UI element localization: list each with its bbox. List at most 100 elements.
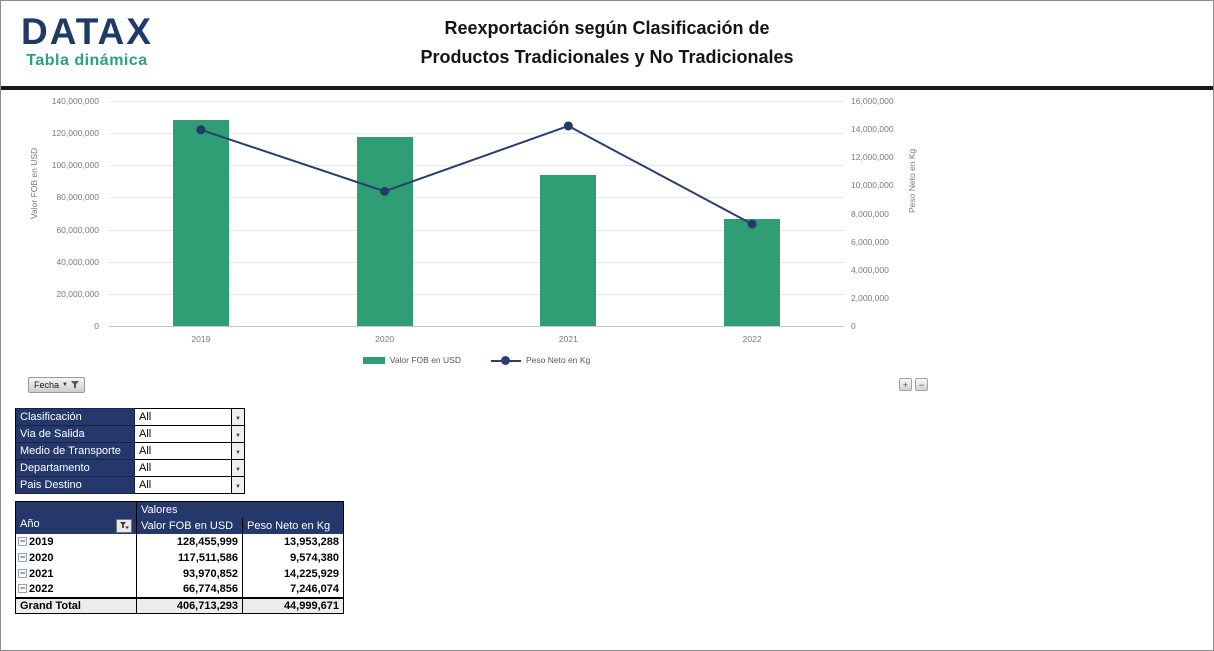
right-axis-tick: 14,000,000 (851, 124, 894, 135)
gridline (109, 261, 844, 263)
chart-expand-collapse: + − (899, 378, 928, 391)
year-label: 2019 (29, 535, 54, 548)
page-title-line2: Productos Tradicionales y No Tradicional… (420, 46, 794, 67)
expand-button[interactable]: + (899, 378, 912, 391)
filter-value-via-de-salida[interactable]: All (134, 425, 232, 443)
collapse-button[interactable]: − (915, 378, 928, 391)
year-label: 2022 (29, 583, 54, 595)
legend-label: Peso Neto en Kg (525, 355, 591, 365)
chevron-down-icon: ▼ (235, 467, 241, 473)
legend-bar-swatch-icon (362, 356, 385, 364)
right-axis-tick: 6,000,000 (851, 236, 889, 247)
legend-label: Valor FOB en USD (389, 355, 461, 365)
filter-value-departamento[interactable]: All (134, 459, 232, 477)
right-axis-tick: 8,000,000 (851, 208, 889, 219)
filter-label-via-de-salida: Via de Salida (15, 425, 135, 443)
legend-item[interactable]: Peso Neto en Kg (490, 355, 591, 365)
legend-item[interactable]: Valor FOB en USD (362, 355, 461, 365)
fob-value: 128,455,999 (136, 533, 243, 550)
left-axis-tick: 0 (94, 321, 99, 331)
gridline (109, 165, 844, 167)
legend-line-marker-icon (490, 355, 521, 365)
grand-total-row: Grand Total 406,713,293 44,999,671 (15, 596, 344, 614)
filter-row: Pais Destino All ▼ (15, 476, 245, 494)
table-row: −2020 117,511,586 9,574,380 (15, 549, 344, 566)
filter-dropdown-via-de-salida[interactable]: ▼ (231, 425, 245, 443)
collapse-icon[interactable]: − (18, 535, 27, 546)
grand-total-fob: 406,713,293 (136, 596, 243, 614)
gridline (109, 197, 844, 199)
plot-area: 2019 2020 2021 2022 (109, 101, 844, 344)
filter-dropdown-departamento[interactable]: ▼ (231, 459, 245, 477)
row-header-anio: Año (15, 517, 137, 534)
left-axis-ticks: 0 20,000,000 40,000,000 60,000,000 80,000,00… (1, 90, 101, 377)
filter-value-clasificacion[interactable]: All (134, 408, 232, 426)
year-label: 2021 (29, 567, 54, 580)
collapse-icon[interactable]: − (18, 567, 27, 578)
line-path (200, 124, 753, 225)
page-title-line1: Reexportación según Clasificación de (444, 18, 770, 38)
line-marker-2021[interactable] (563, 121, 573, 131)
filter-dropdown-pais-destino[interactable]: ▼ (231, 476, 245, 494)
pivot-chart: Valor FOB en USD Peso Neto en Kg 0 20,000… (1, 90, 1213, 377)
left-axis-tick: 100,000,000 (51, 160, 99, 171)
filter-value-medio-de-transporte[interactable]: All (134, 442, 232, 460)
line-marker-2020[interactable] (380, 186, 390, 196)
right-axis-tick: 0 (851, 321, 856, 331)
right-axis-tick: 16,000,000 (851, 96, 894, 106)
filter-value-pais-destino[interactable]: All (134, 476, 232, 494)
filter-table: Clasificación All ▼ Via de Salida All ▼ … (15, 408, 245, 494)
right-axis-tick: 12,000,000 (851, 152, 894, 163)
pivot-header-row-columns: Año Valor FOB en USD Peso Neto en Kg (15, 517, 344, 534)
chart-legend: Valor FOB en USD Peso Neto en Kg (109, 355, 844, 365)
right-axis-tick: 4,000,000 (851, 264, 889, 275)
filter-dropdown-medio-de-transporte[interactable]: ▼ (231, 442, 245, 460)
filter-funnel-arrow-icon (119, 522, 129, 529)
fob-value: 117,511,586 (136, 549, 243, 566)
header-divider (1, 86, 1213, 90)
collapse-icon[interactable]: − (18, 583, 27, 593)
peso-value: 14,225,929 (242, 565, 344, 582)
peso-value: 7,246,074 (242, 581, 344, 598)
year-label: 2020 (29, 551, 54, 564)
left-axis-tick: 60,000,000 (56, 224, 99, 235)
collapse-icon[interactable]: − (18, 551, 27, 562)
chevron-down-icon: ▼ (235, 484, 241, 490)
row-header-label: Año (20, 518, 40, 530)
bar-2022[interactable] (724, 219, 781, 326)
line-series[interactable] (109, 101, 844, 326)
col-header-fob: Valor FOB en USD (136, 517, 243, 534)
filter-dropdown-clasificacion[interactable]: ▼ (231, 408, 245, 426)
filter-row: Departamento All ▼ (15, 459, 245, 477)
gridline (109, 133, 844, 135)
filter-funnel-icon (70, 381, 79, 388)
col-header-peso: Peso Neto en Kg (242, 517, 344, 534)
anio-filter-button[interactable] (116, 519, 132, 533)
bar-2020[interactable] (356, 137, 413, 326)
logo-text: DATAX (21, 11, 153, 52)
year-cell-2020: −2020 (15, 549, 137, 566)
page-title: Reexportación según Clasificación de Pro… (1, 14, 1213, 72)
chevron-down-icon: ▼ (62, 382, 68, 388)
fecha-field-label: Fecha (34, 380, 60, 390)
line-marker-2019[interactable] (196, 125, 206, 135)
bar-2019[interactable] (172, 120, 229, 326)
right-axis-tick: 2,000,000 (851, 292, 889, 303)
logo: DATAX Tabla dinámica (21, 13, 153, 70)
x-axis-tick-2020: 2020 (375, 334, 395, 344)
table-row: −2022 66,774,856 7,246,074 (15, 581, 344, 598)
header: DATAX Tabla dinámica Reexportación según… (1, 1, 1213, 86)
chevron-down-icon: ▼ (235, 416, 241, 422)
filter-row: Clasificación All ▼ (15, 408, 245, 426)
x-axis-tick-2021: 2021 (558, 334, 578, 344)
bar-2021[interactable] (540, 175, 597, 326)
grand-total-peso: 44,999,671 (242, 596, 344, 614)
line-marker-2022[interactable] (747, 219, 757, 229)
values-header: Valores (136, 501, 344, 518)
fecha-field-button[interactable]: Fecha ▼ (28, 377, 85, 393)
gridline (109, 293, 844, 295)
pivot-corner-cell (15, 501, 137, 518)
fob-value: 93,970,852 (136, 565, 243, 582)
x-axis-tick-2019: 2019 (191, 334, 211, 344)
